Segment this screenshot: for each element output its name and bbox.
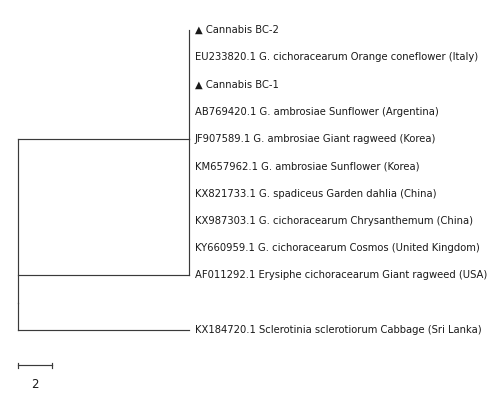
Text: KM657962.1 G. ambrosiae Sunflower (Korea): KM657962.1 G. ambrosiae Sunflower (Korea… <box>194 161 419 171</box>
Text: EU233820.1 G. cichoracearum Orange coneflower (Italy): EU233820.1 G. cichoracearum Orange conef… <box>194 52 478 62</box>
Text: AF011292.1 Erysiphe cichoracearum Giant ragweed (USA): AF011292.1 Erysiphe cichoracearum Giant … <box>194 270 487 280</box>
Text: AB769420.1 G. ambrosiae Sunflower (Argentina): AB769420.1 G. ambrosiae Sunflower (Argen… <box>194 107 438 117</box>
Text: KX987303.1 G. cichoracearum Chrysanthemum (China): KX987303.1 G. cichoracearum Chrysanthemu… <box>194 216 472 226</box>
Text: KX184720.1 Sclerotinia sclerotiorum Cabbage (Sri Lanka): KX184720.1 Sclerotinia sclerotiorum Cabb… <box>194 325 481 335</box>
Text: 2: 2 <box>32 378 39 390</box>
Text: ▲ Cannabis BC-2: ▲ Cannabis BC-2 <box>194 25 278 35</box>
Text: JF907589.1 G. ambrosiae Giant ragweed (Korea): JF907589.1 G. ambrosiae Giant ragweed (K… <box>194 134 436 144</box>
Text: KX821733.1 G. spadiceus Garden dahlia (China): KX821733.1 G. spadiceus Garden dahlia (C… <box>194 188 436 199</box>
Text: ▲ Cannabis BC-1: ▲ Cannabis BC-1 <box>194 80 278 89</box>
Text: KY660959.1 G. cichoracearum Cosmos (United Kingdom): KY660959.1 G. cichoracearum Cosmos (Unit… <box>194 243 480 253</box>
